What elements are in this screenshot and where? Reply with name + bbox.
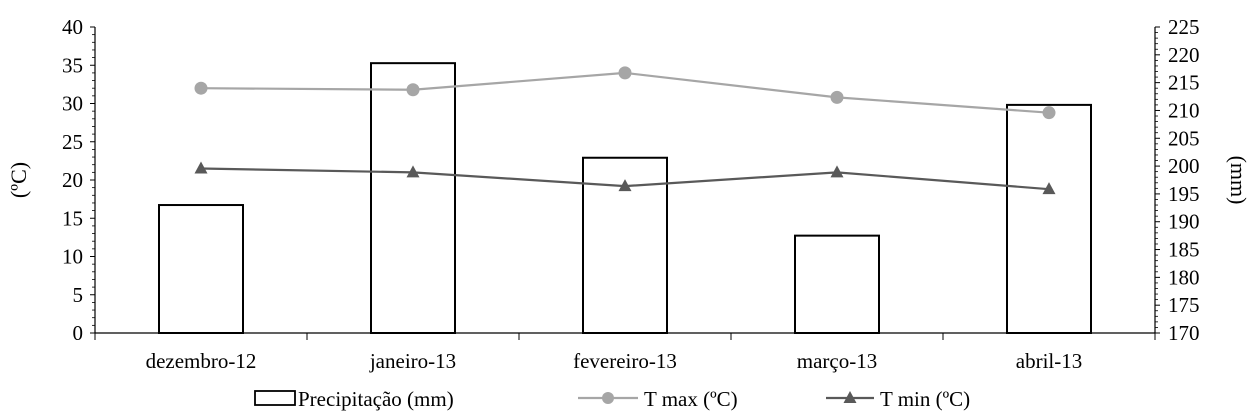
point-tmax (406, 83, 420, 97)
y-tick-label-left: 40 (62, 15, 83, 39)
legend-marker-tmin (843, 391, 857, 403)
point-tmax (830, 90, 844, 104)
y-tick-label-right: 220 (1168, 43, 1200, 67)
y-tick-label-left: 20 (62, 168, 83, 192)
y-tick-label-right: 180 (1168, 265, 1200, 289)
y-tick-label-right: 210 (1168, 98, 1200, 122)
point-tmin (194, 161, 208, 174)
bar-precipitacao (158, 204, 244, 334)
y-tick-label-left: 5 (73, 283, 84, 307)
legend: Precipitação (mm) T max (ºC) T min (ºC) (254, 387, 970, 411)
x-tick-label: abril-13 (1016, 349, 1082, 373)
y-tick-label-right: 195 (1168, 182, 1200, 206)
y-axis-title-right: (mm) (1226, 156, 1251, 205)
lines-group (194, 66, 1056, 195)
x-tick-label: janeiro-13 (369, 349, 456, 373)
y-tick-label-left: 25 (62, 130, 83, 154)
legend-label-tmax: T max (ºC) (644, 387, 738, 411)
legend-marker-tmax (602, 392, 614, 404)
y-tick-label-left: 0 (73, 321, 84, 345)
y-tick-label-left: 30 (62, 92, 83, 116)
point-tmax (1042, 106, 1056, 120)
bar-precipitacao (370, 62, 456, 334)
x-tick-label: dezembro-12 (146, 349, 257, 373)
axes-group: 0 5 10 15 20 25 30 35 40 170 175 180 185 190 195 200 205… (62, 15, 1200, 373)
y-tick-label-left: 15 (62, 206, 83, 230)
x-tick-label: fevereiro-13 (573, 349, 677, 373)
y-tick-label-right: 200 (1168, 154, 1200, 178)
legend-label-precipitacao: Precipitação (mm) (298, 387, 454, 411)
y-tick-label-right: 175 (1168, 293, 1200, 317)
point-tmax (618, 66, 632, 80)
point-tmax (194, 81, 208, 95)
point-tmin (618, 179, 632, 192)
y-tick-label-left: 10 (62, 245, 83, 269)
y-tick-label-right: 205 (1168, 126, 1200, 150)
point-tmin (406, 165, 420, 178)
point-tmin (1042, 182, 1056, 195)
legend-label-tmin: T min (ºC) (880, 387, 970, 411)
point-tmin (830, 165, 844, 178)
x-tick-label: março-13 (797, 349, 877, 373)
y-tick-label-right: 170 (1168, 321, 1200, 345)
y-tick-label-right: 215 (1168, 71, 1200, 95)
y-tick-label-right: 190 (1168, 210, 1200, 234)
y-axis-title-left: (ºC) (6, 162, 31, 198)
bar-precipitacao (794, 234, 880, 335)
y-tick-label-right: 185 (1168, 238, 1200, 262)
y-tick-label-right: 225 (1168, 15, 1200, 39)
y-tick-label-left: 35 (62, 53, 83, 77)
bars-group (158, 62, 1092, 335)
bar-precipitacao (1006, 103, 1092, 334)
legend-swatch-precipitacao (254, 390, 296, 406)
